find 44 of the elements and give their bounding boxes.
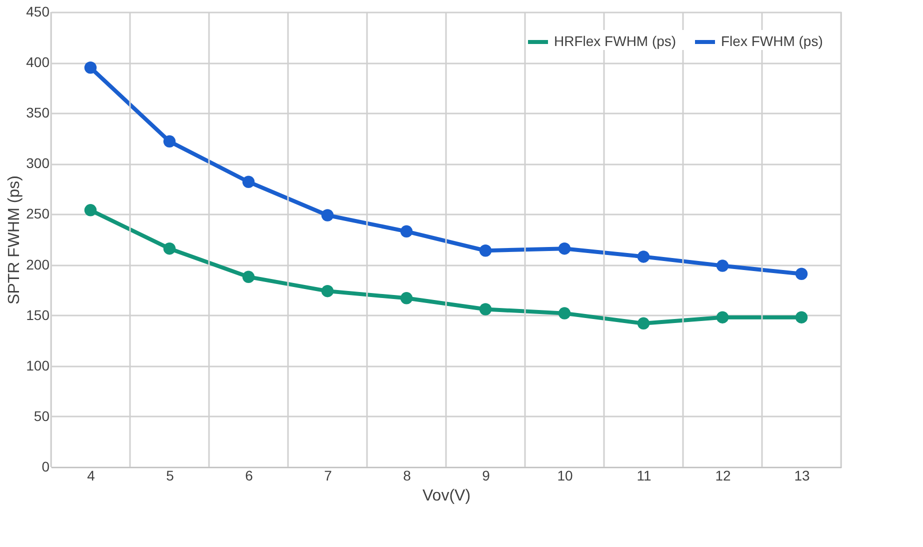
x-tick-label: 9 [482,468,490,484]
point [716,311,729,324]
point [637,317,650,330]
y-tick-label: 0 [42,458,50,474]
y-tick-label: 250 [26,206,50,222]
point [84,204,97,216]
point [321,284,334,298]
point [84,62,97,74]
point [242,176,255,188]
x-tick-label: 8 [403,468,412,484]
point [400,225,413,238]
y-tick-label: 450 [26,4,50,20]
y-axis-title: SPTR FWHM (ps) [6,176,24,304]
point [558,242,571,255]
point [163,135,176,148]
y-tick-label: 350 [26,104,50,121]
point [321,209,334,222]
x-tick-label: 5 [166,468,174,484]
y-tick-label: 300 [26,155,50,172]
point [637,250,650,263]
point [163,242,176,255]
y-tick-label: 50 [34,408,50,424]
x-tick-label: 6 [245,468,254,484]
y-tick-label: 400 [26,54,50,70]
y-tick-label: 150 [26,306,50,323]
x-tick-label: 10 [557,468,573,484]
y-tick-label: 100 [26,357,50,374]
x-tick-label: 11 [636,468,652,484]
point [795,268,808,280]
x-tick-label: 4 [87,468,96,484]
point [400,292,413,304]
y-tick-label: 200 [26,256,50,272]
point [795,311,808,324]
point [716,260,729,272]
point [558,307,571,320]
x-axis-title: Vov(V) [422,488,471,504]
legend-label: Flex FWHM (ps) [721,33,823,49]
legend-label: HRFlex FWHM (ps) [554,33,676,49]
point [479,244,492,257]
x-tick-label: 12 [715,468,731,484]
x-tick-label: 13 [794,468,810,484]
x-tick-label: 7 [324,468,332,484]
point [479,303,492,316]
point [242,270,255,284]
